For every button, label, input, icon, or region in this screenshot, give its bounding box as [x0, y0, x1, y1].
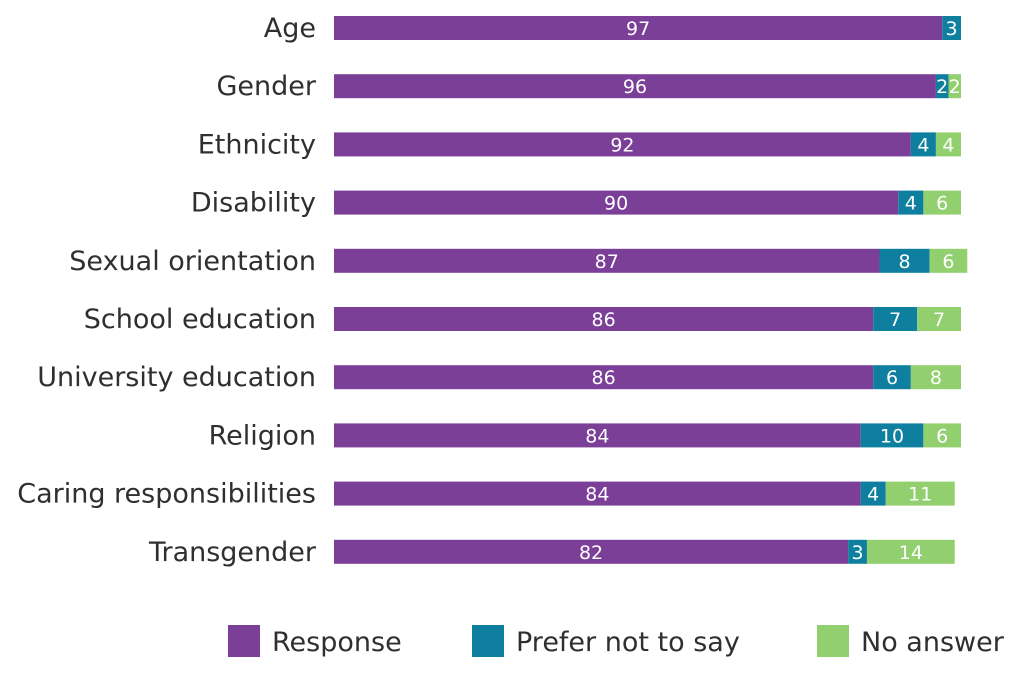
bar-value-label-prefer-not-to-say: 4	[905, 193, 917, 215]
bar-value-label-response: 97	[626, 18, 650, 40]
bar-value-label-no-answer: 7	[933, 309, 945, 331]
bar-row-university-education: University education 86 6 8	[37, 362, 961, 393]
bar-no-answer	[929, 248, 968, 273]
bar-row-age: Age 97 3	[264, 13, 961, 44]
bar-row-disability: Disability 90 4 6	[191, 188, 961, 219]
category-label: Transgender	[148, 537, 317, 568]
bar-no-answer	[923, 423, 961, 448]
bar-no-answer	[948, 74, 961, 99]
bar-response	[334, 307, 874, 331]
bar-value-label-prefer-not-to-say: 8	[899, 251, 911, 273]
bar-response	[334, 248, 880, 273]
bar-value-label-response: 82	[579, 542, 603, 564]
category-label: Disability	[191, 188, 316, 219]
bar-no-answer	[923, 190, 961, 215]
bar-value-label-no-answer: 2	[949, 76, 961, 98]
bar-row-transgender: Transgender 82 3 14	[148, 537, 955, 568]
bar-value-label-no-answer: 6	[936, 193, 948, 215]
bar-row-caring-responsibilities: Caring responsibilities 84 4 11	[17, 479, 955, 510]
legend-label: No answer	[861, 627, 1005, 658]
bar-prefer-not-to-say	[860, 481, 886, 506]
bar-value-label-no-answer: 11	[908, 484, 932, 506]
bar-prefer-not-to-say	[873, 307, 918, 331]
bar-prefer-not-to-say	[935, 74, 949, 99]
bar-row-sexual-orientation: Sexual orientation 87 8 6	[69, 246, 968, 277]
bar-prefer-not-to-say	[879, 248, 930, 273]
bar-prefer-not-to-say	[898, 190, 924, 215]
category-label: Age	[264, 13, 316, 44]
bar-value-label-prefer-not-to-say: 6	[886, 367, 898, 389]
category-label: Sexual orientation	[69, 246, 316, 277]
bar-value-label-response: 86	[592, 367, 616, 389]
bar-value-label-response: 90	[604, 193, 628, 215]
bar-response	[334, 74, 936, 99]
legend-item-prefer-not-to-say: Prefer not to say	[472, 625, 740, 658]
bar-value-label-no-answer: 6	[942, 251, 954, 273]
bar-prefer-not-to-say	[873, 365, 911, 390]
bar-value-label-no-answer: 6	[936, 425, 948, 447]
bar-row-religion: Religion 84 10 6	[209, 420, 961, 451]
bar-response	[334, 539, 849, 564]
legend-swatch	[817, 625, 849, 657]
bar-row-gender: Gender 96 2 2	[217, 71, 961, 102]
bar-response	[334, 423, 861, 448]
bar-row-ethnicity: Ethnicity 92 4 4	[198, 129, 961, 160]
bar-response	[334, 481, 861, 506]
bar-value-label-prefer-not-to-say: 4	[867, 484, 879, 506]
category-label: Ethnicity	[198, 129, 316, 160]
bar-value-label-response: 84	[585, 484, 609, 506]
bar-value-label-response: 84	[585, 425, 609, 447]
legend-item-no-answer: No answer	[817, 625, 1005, 658]
bar-response	[334, 190, 899, 215]
bar-value-label-response: 96	[623, 76, 647, 98]
legend-label: Prefer not to say	[516, 627, 740, 658]
bar-prefer-not-to-say	[860, 423, 924, 448]
category-label: Caring responsibilities	[17, 479, 316, 510]
bar-no-answer	[935, 132, 961, 157]
legend-swatch	[228, 625, 260, 657]
bar-value-label-response: 87	[595, 251, 619, 273]
bar-no-answer	[917, 307, 961, 331]
bar-value-label-no-answer: 4	[942, 134, 954, 156]
bar-prefer-not-to-say	[910, 132, 936, 157]
bar-response	[334, 365, 874, 390]
bar-value-label-no-answer: 8	[930, 367, 942, 389]
bar-response	[334, 16, 943, 40]
bar-value-label-prefer-not-to-say: 10	[880, 425, 904, 447]
bar-prefer-not-to-say	[848, 539, 867, 564]
bar-no-answer	[910, 365, 961, 390]
bar-response	[334, 132, 911, 157]
legend-item-response: Response	[228, 625, 402, 658]
bar-no-answer	[866, 539, 955, 564]
bar-value-label-prefer-not-to-say: 7	[889, 309, 901, 331]
bar-value-label-prefer-not-to-say: 2	[936, 76, 948, 98]
bar-value-label-response: 86	[592, 309, 616, 331]
bar-value-label-response: 92	[610, 134, 634, 156]
bar-no-answer	[885, 481, 955, 506]
category-label: School education	[84, 304, 316, 335]
bar-value-label-prefer-not-to-say: 4	[917, 134, 929, 156]
bar-prefer-not-to-say	[942, 16, 961, 40]
category-label: University education	[37, 362, 316, 393]
legend-swatch	[472, 625, 504, 657]
bar-row-school-education: School education 86 7 7	[84, 304, 961, 335]
legend-label: Response	[272, 627, 402, 658]
category-label: Religion	[209, 420, 316, 451]
bar-value-label-prefer-not-to-say: 3	[851, 542, 863, 564]
category-label: Gender	[217, 71, 317, 102]
legend: Response Prefer not to say No answer	[228, 625, 1005, 658]
bar-value-label-prefer-not-to-say: 3	[946, 18, 958, 40]
bar-value-label-no-answer: 14	[899, 542, 923, 564]
